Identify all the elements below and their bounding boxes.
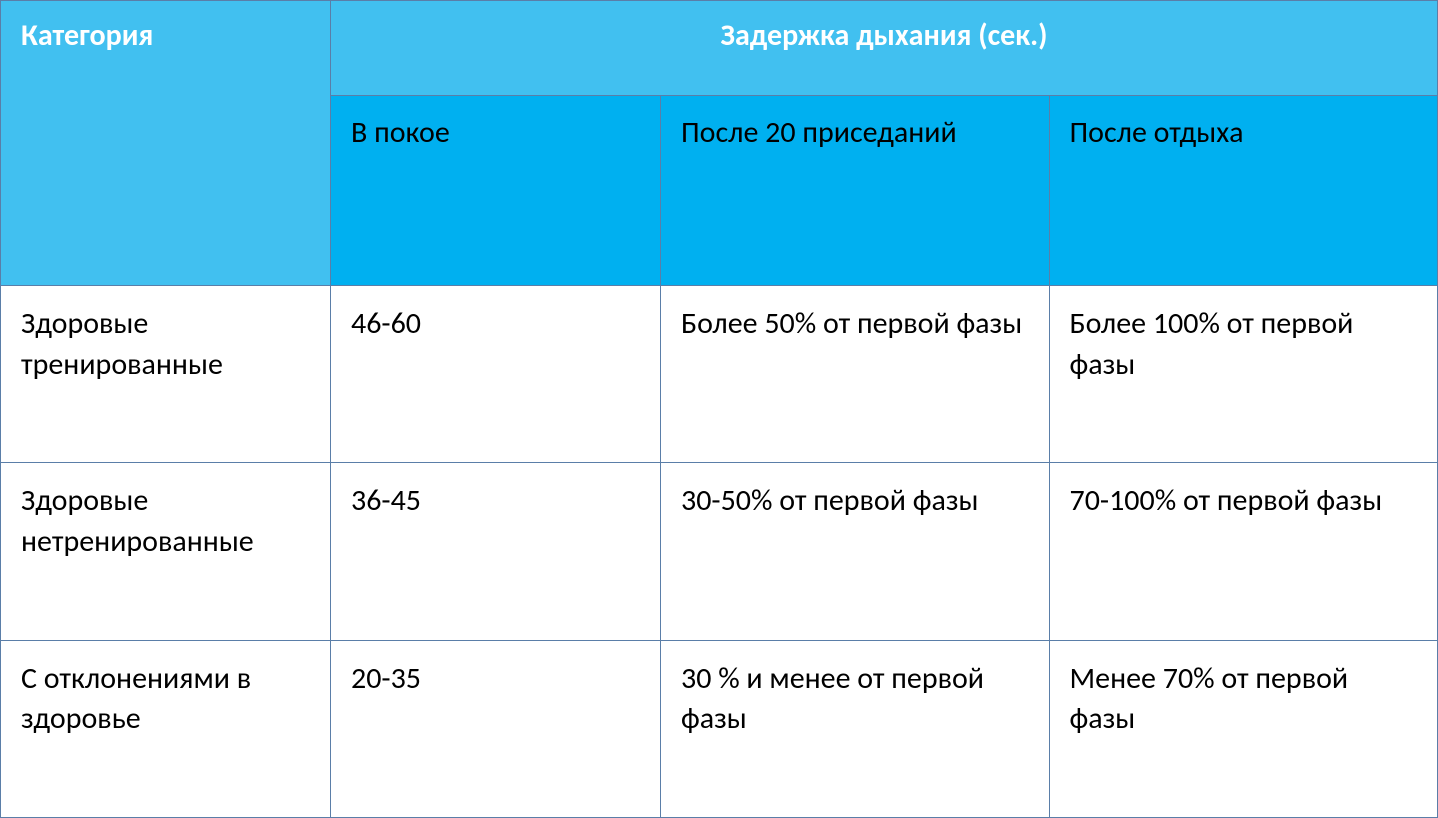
cell-category: С отклонениями в здоровье [1,640,331,817]
cell-value: 30-50% от первой фазы [661,463,1050,640]
cell-value: Более 100% от первой фазы [1049,286,1438,463]
table-row: С отклонениями в здоровье 20-35 30 % и м… [1,640,1438,817]
cell-value: Более 50% от первой фазы [661,286,1050,463]
subheader-after-squats: После 20 приседаний [661,96,1050,286]
cell-value: 36-45 [331,463,661,640]
cell-value: 70-100% от первой фазы [1049,463,1438,640]
table-row: Здоровые нетренированные 36-45 30-50% от… [1,463,1438,640]
subheader-after-rest: После отдыха [1049,96,1438,286]
cell-category: Здоровые нетренированные [1,463,331,640]
cell-value: Менее 70% от первой фазы [1049,640,1438,817]
breath-hold-table: Категория Задержка дыхания (сек.) В поко… [0,0,1438,818]
table-header-row-1: Категория Задержка дыхания (сек.) [1,1,1438,96]
cell-category: Здоровые тренированные [1,286,331,463]
table-row: Здоровые тренированные 46-60 Более 50% о… [1,286,1438,463]
cell-value: 20-35 [331,640,661,817]
cell-value: 30 % и менее от первой фазы [661,640,1050,817]
cell-value: 46-60 [331,286,661,463]
header-category: Категория [1,1,331,286]
subheader-rest: В покое [331,96,661,286]
header-breath-hold: Задержка дыхания (сек.) [331,1,1438,96]
